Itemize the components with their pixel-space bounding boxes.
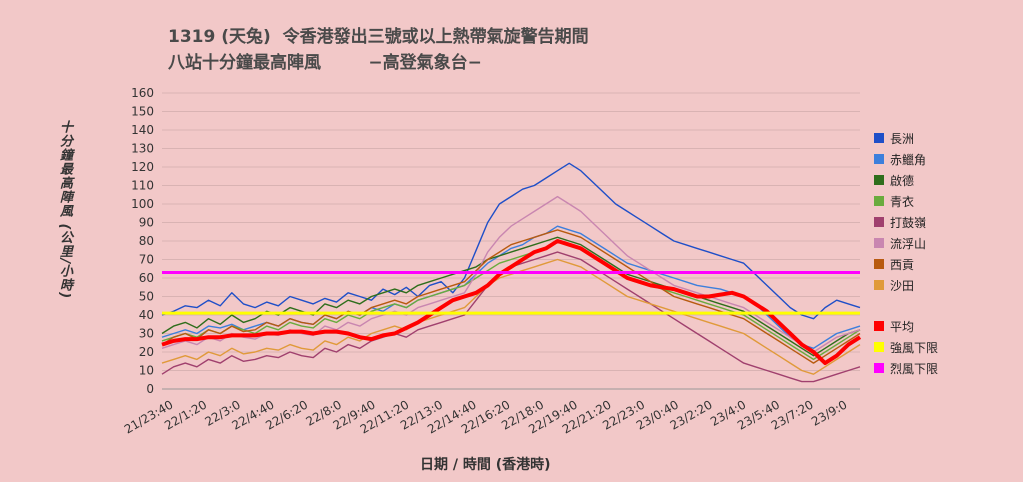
x-tick-label: 23/9:0 [809,397,849,428]
chart-title-line1: 1319 (天兔) 令香港發出三號或以上熱帶氣旋警告期間 [168,27,589,47]
y-tick-label: 150 [131,105,154,119]
y-tick-label: 40 [139,308,154,322]
y-tick-label: 10 [139,364,154,378]
legend-swatch [874,280,884,290]
legend-swatch [874,154,884,164]
legend-label: 流浮山 [890,237,926,251]
legend-label: 打鼓嶺 [890,216,926,230]
y-tick-label: 70 [139,253,154,267]
legend-label: 沙田 [890,279,914,293]
legend-swatch [874,196,884,206]
legend-swatch [874,238,884,248]
x-axis-label: 日期 / 時間 (香港時) [420,457,551,473]
y-tick-label: 110 [131,179,154,193]
chart-title: 1319 (天兔) 令香港發出三號或以上熱帶氣旋警告期間 八站十分鐘最高陣風 −… [168,24,589,76]
series-line-6 [161,229,861,364]
y-tick-label: 160 [131,86,154,100]
series-line-0 [161,162,861,320]
y-tick-label: 20 [139,345,154,359]
legend-label: 烈風下限 [890,362,938,376]
legend-swatch [874,321,884,331]
series-line-2 [161,236,861,357]
legend-label: 西貢 [890,258,914,272]
y-tick-label: 130 [131,142,154,156]
legend-swatch [874,363,884,373]
series-line-8 [161,239,862,366]
y-tick-label: 90 [139,216,154,230]
y-tick-label: 0 [146,382,154,396]
y-tick-label: 140 [131,123,154,137]
legend-swatch [874,259,884,269]
legend-label: 強風下限 [890,341,938,355]
legend-label: 平均 [890,320,914,334]
chart-title-line2: 八站十分鐘最高陣風 −高登氣象台− [168,53,482,73]
legend-label: 長洲 [890,132,914,146]
y-tick-label: 120 [131,160,154,174]
legend-label: 赤鱲角 [890,153,926,167]
legend-swatch [874,217,884,227]
legend-swatch [874,342,884,352]
y-axis-label: 十分鐘最高陣風 (公里/小時) [57,120,72,300]
series-line-3 [161,240,861,361]
y-tick-label: 80 [139,234,154,248]
y-tick-label: 100 [131,197,154,211]
y-tick-label: 50 [139,290,154,304]
y-tick-label: 60 [139,271,154,285]
legend-label: 青衣 [890,194,914,209]
y-tick-label: 30 [139,327,154,341]
series-line-7 [161,258,861,375]
legend-swatch [874,175,884,185]
legend-label: 啟德 [890,173,914,188]
legend-swatch [874,133,884,143]
